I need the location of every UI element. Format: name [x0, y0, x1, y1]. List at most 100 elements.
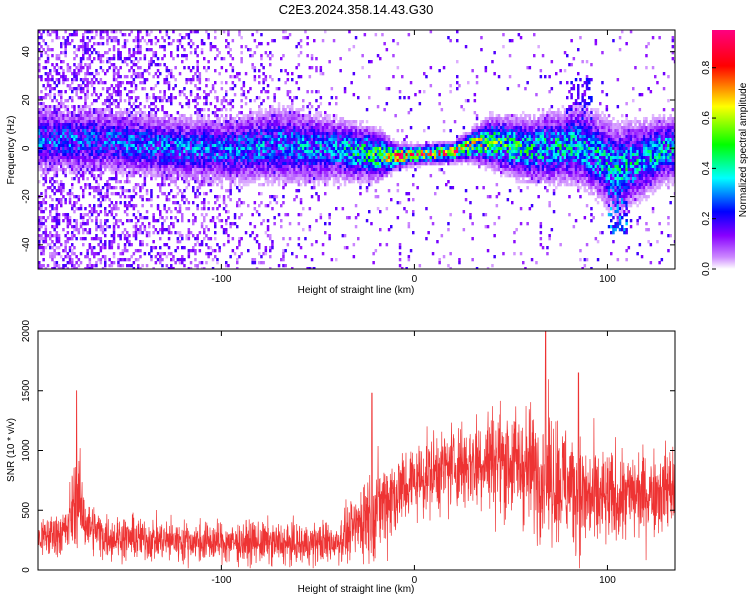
heatmap-cell: [207, 33, 210, 37]
heatmap-cell: [310, 120, 314, 124]
heatmap-cell: [73, 135, 76, 139]
heatmap-cell: [236, 165, 239, 169]
heatmap-cell: [49, 159, 52, 163]
heatmap-cell: [62, 156, 65, 160]
heatmap-cell: [112, 237, 116, 241]
heatmap-cell: [51, 189, 54, 193]
heatmap-cell: [244, 135, 248, 139]
heatmap-cell: [130, 96, 133, 100]
heatmap-cell: [161, 222, 164, 226]
heatmap-cell: [264, 129, 268, 133]
heatmap-cell: [108, 264, 111, 268]
heatmap-cell: [112, 48, 116, 52]
heatmap-cell: [161, 228, 164, 232]
heatmap-cell: [163, 48, 166, 52]
heatmap-cell: [156, 258, 160, 262]
heatmap-cell: [163, 126, 166, 130]
heatmap-cell: [297, 63, 301, 67]
heatmap-cell: [79, 66, 83, 70]
heatmap-cell: [282, 237, 285, 241]
heatmap-cell: [152, 75, 155, 79]
heatmap-cell: [99, 168, 103, 172]
heatmap-cell: [196, 180, 199, 184]
heatmap-cell: [141, 144, 144, 148]
heatmap-cell: [51, 159, 54, 163]
heatmap-cell: [150, 153, 153, 157]
heatmap-cell: [84, 114, 87, 118]
heatmap-cell: [145, 33, 149, 37]
heatmap-cell: [227, 132, 230, 136]
heatmap-cell: [178, 93, 182, 97]
heatmap-cell: [236, 201, 239, 205]
heatmap-cell: [218, 153, 221, 157]
heatmap-cell: [156, 63, 160, 67]
heatmap-cell: [121, 111, 125, 115]
heatmap-cell: [170, 258, 173, 262]
heatmap-cell: [82, 78, 85, 82]
heatmap-cell: [93, 48, 96, 52]
heatmap-cell: [181, 258, 184, 262]
heatmap-cell: [161, 177, 164, 181]
heatmap-cell: [53, 93, 56, 97]
heatmap-cell: [137, 162, 140, 166]
heatmap-cell: [73, 78, 76, 82]
heatmap-cell: [293, 150, 296, 154]
heatmap-cell: [44, 162, 48, 166]
heatmap-cell: [236, 123, 239, 127]
heatmap-cell: [106, 126, 109, 130]
heatmap-cell: [277, 135, 281, 139]
heatmap-cell: [176, 54, 180, 58]
heatmap-cell: [189, 168, 193, 172]
heatmap-cell: [178, 231, 182, 235]
heatmap-cell: [317, 162, 320, 166]
heatmap-cell: [44, 156, 48, 160]
heatmap-cell: [159, 45, 162, 49]
heatmap-cell: [203, 132, 206, 136]
heatmap-cell: [227, 150, 230, 154]
heatmap-cell: [106, 186, 109, 190]
heatmap-cell: [71, 126, 74, 130]
heatmap-cell: [308, 129, 312, 133]
heatmap-cell: [282, 264, 285, 268]
heatmap-cell: [308, 132, 312, 136]
heatmap-cell: [82, 111, 85, 115]
heatmap-cell: [117, 72, 120, 76]
heatmap-cell: [280, 150, 283, 154]
heatmap-cell: [174, 96, 177, 100]
heatmap-cell: [152, 171, 155, 175]
heatmap-cell: [313, 156, 316, 160]
heatmap-cell: [119, 219, 122, 223]
heatmap-cell: [266, 228, 270, 232]
heatmap-cell: [53, 153, 56, 157]
heatmap-cell: [187, 99, 191, 103]
heatmap-cell: [119, 159, 122, 163]
heatmap-cell: [82, 174, 85, 178]
heatmap-cell: [194, 192, 197, 196]
heatmap-cell: [163, 177, 166, 181]
heatmap-cell: [253, 201, 257, 205]
heatmap-cell: [275, 165, 279, 169]
heatmap-cell: [207, 120, 210, 124]
heatmap-cell: [148, 144, 151, 148]
heatmap-cell: [266, 168, 270, 172]
heatmap-cell: [134, 114, 138, 118]
heatmap-cell: [293, 198, 296, 202]
heatmap-cell: [222, 156, 226, 160]
heatmap-cell: [79, 90, 83, 94]
heatmap-cell: [126, 156, 129, 160]
heatmap-cell: [269, 267, 272, 269]
heatmap-cell: [273, 153, 276, 157]
heatmap-cell: [152, 168, 155, 172]
heatmap-cell: [139, 225, 142, 229]
heatmap-cell: [161, 258, 164, 262]
heatmap-cell: [229, 117, 232, 121]
heatmap-cell: [44, 60, 48, 64]
heatmap-cell: [40, 33, 43, 37]
heatmap-cell: [258, 108, 261, 112]
heatmap-cell: [148, 60, 151, 64]
heatmap-cell: [282, 30, 285, 34]
heatmap-cell: [174, 165, 177, 169]
heatmap-cell: [68, 162, 72, 166]
heatmap-cell: [189, 90, 193, 94]
heatmap-cell: [156, 141, 160, 145]
